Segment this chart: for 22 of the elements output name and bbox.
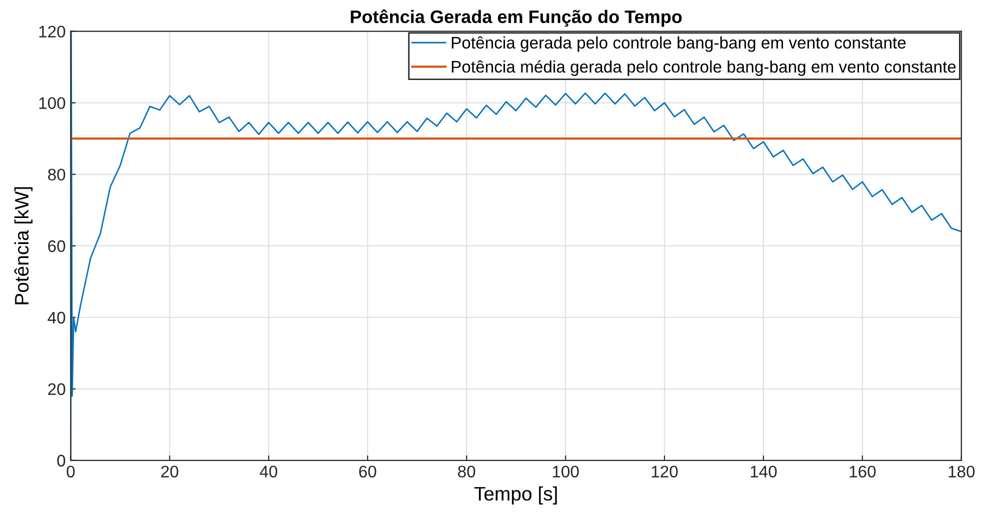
y-tick-label: 20 xyxy=(48,383,66,396)
x-tick-label: 180 xyxy=(948,466,975,478)
legend-label: Potência média gerada pelo controle bang-bang em vento constante xyxy=(452,60,956,76)
legend-label: Potência gerada pelo controle bang-bang em vento constante xyxy=(452,36,906,52)
x-tick-label: 40 xyxy=(260,466,278,478)
x-tick-label: 100 xyxy=(552,466,579,478)
x-tick-label: 20 xyxy=(161,466,178,478)
y-tick-label: 0 xyxy=(57,454,66,467)
x-tick-label: 80 xyxy=(458,466,476,478)
y-tick-label: 40 xyxy=(48,312,66,324)
x-axis-title: Tempo [s] xyxy=(474,486,557,504)
x-tick-label: 0 xyxy=(66,466,75,478)
chart-title: Potência Gerada em Função do Tempo xyxy=(350,10,682,27)
x-tick-label: 140 xyxy=(750,466,777,478)
y-axis-title: Potência [kW] xyxy=(14,187,32,304)
y-tick-label: 60 xyxy=(48,240,66,252)
x-tick-label: 120 xyxy=(652,466,678,478)
y-tick-label: 80 xyxy=(48,168,66,181)
x-tick-label: 160 xyxy=(850,466,876,478)
y-tick-label: 100 xyxy=(39,97,66,110)
y-tick-label: 120 xyxy=(39,26,66,38)
x-tick-label: 60 xyxy=(359,466,376,478)
